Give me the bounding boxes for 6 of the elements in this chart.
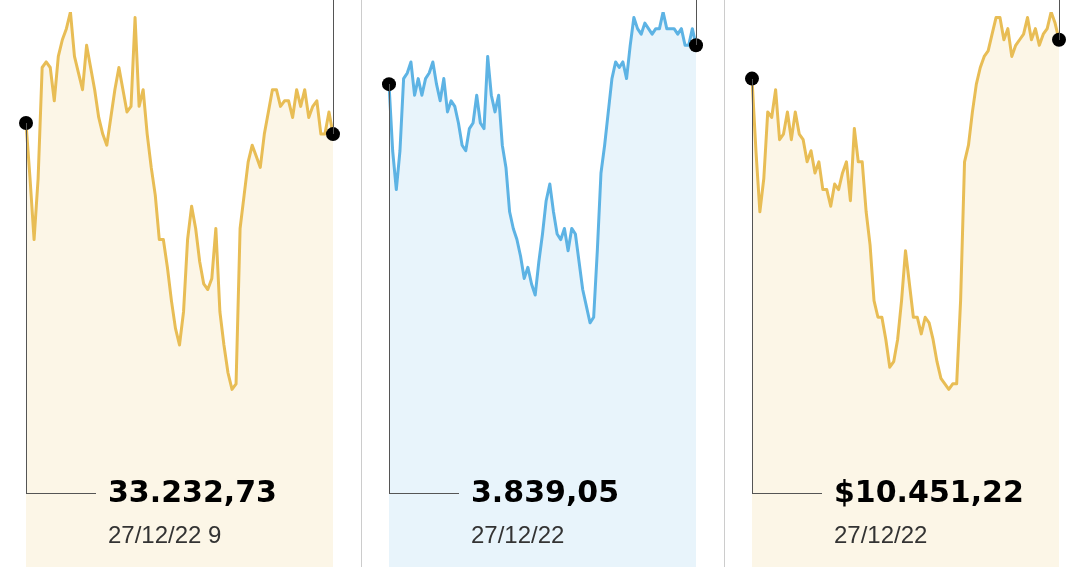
annotation: 3.839,05	[471, 473, 620, 509]
annotation: 27/12/22	[834, 520, 928, 548]
annotation: 27/12/22	[471, 520, 565, 548]
annotation: 27/12/22 9	[108, 520, 222, 548]
annotation: 33.232,73	[108, 473, 277, 509]
annotation: $10.451,22	[834, 473, 1024, 509]
